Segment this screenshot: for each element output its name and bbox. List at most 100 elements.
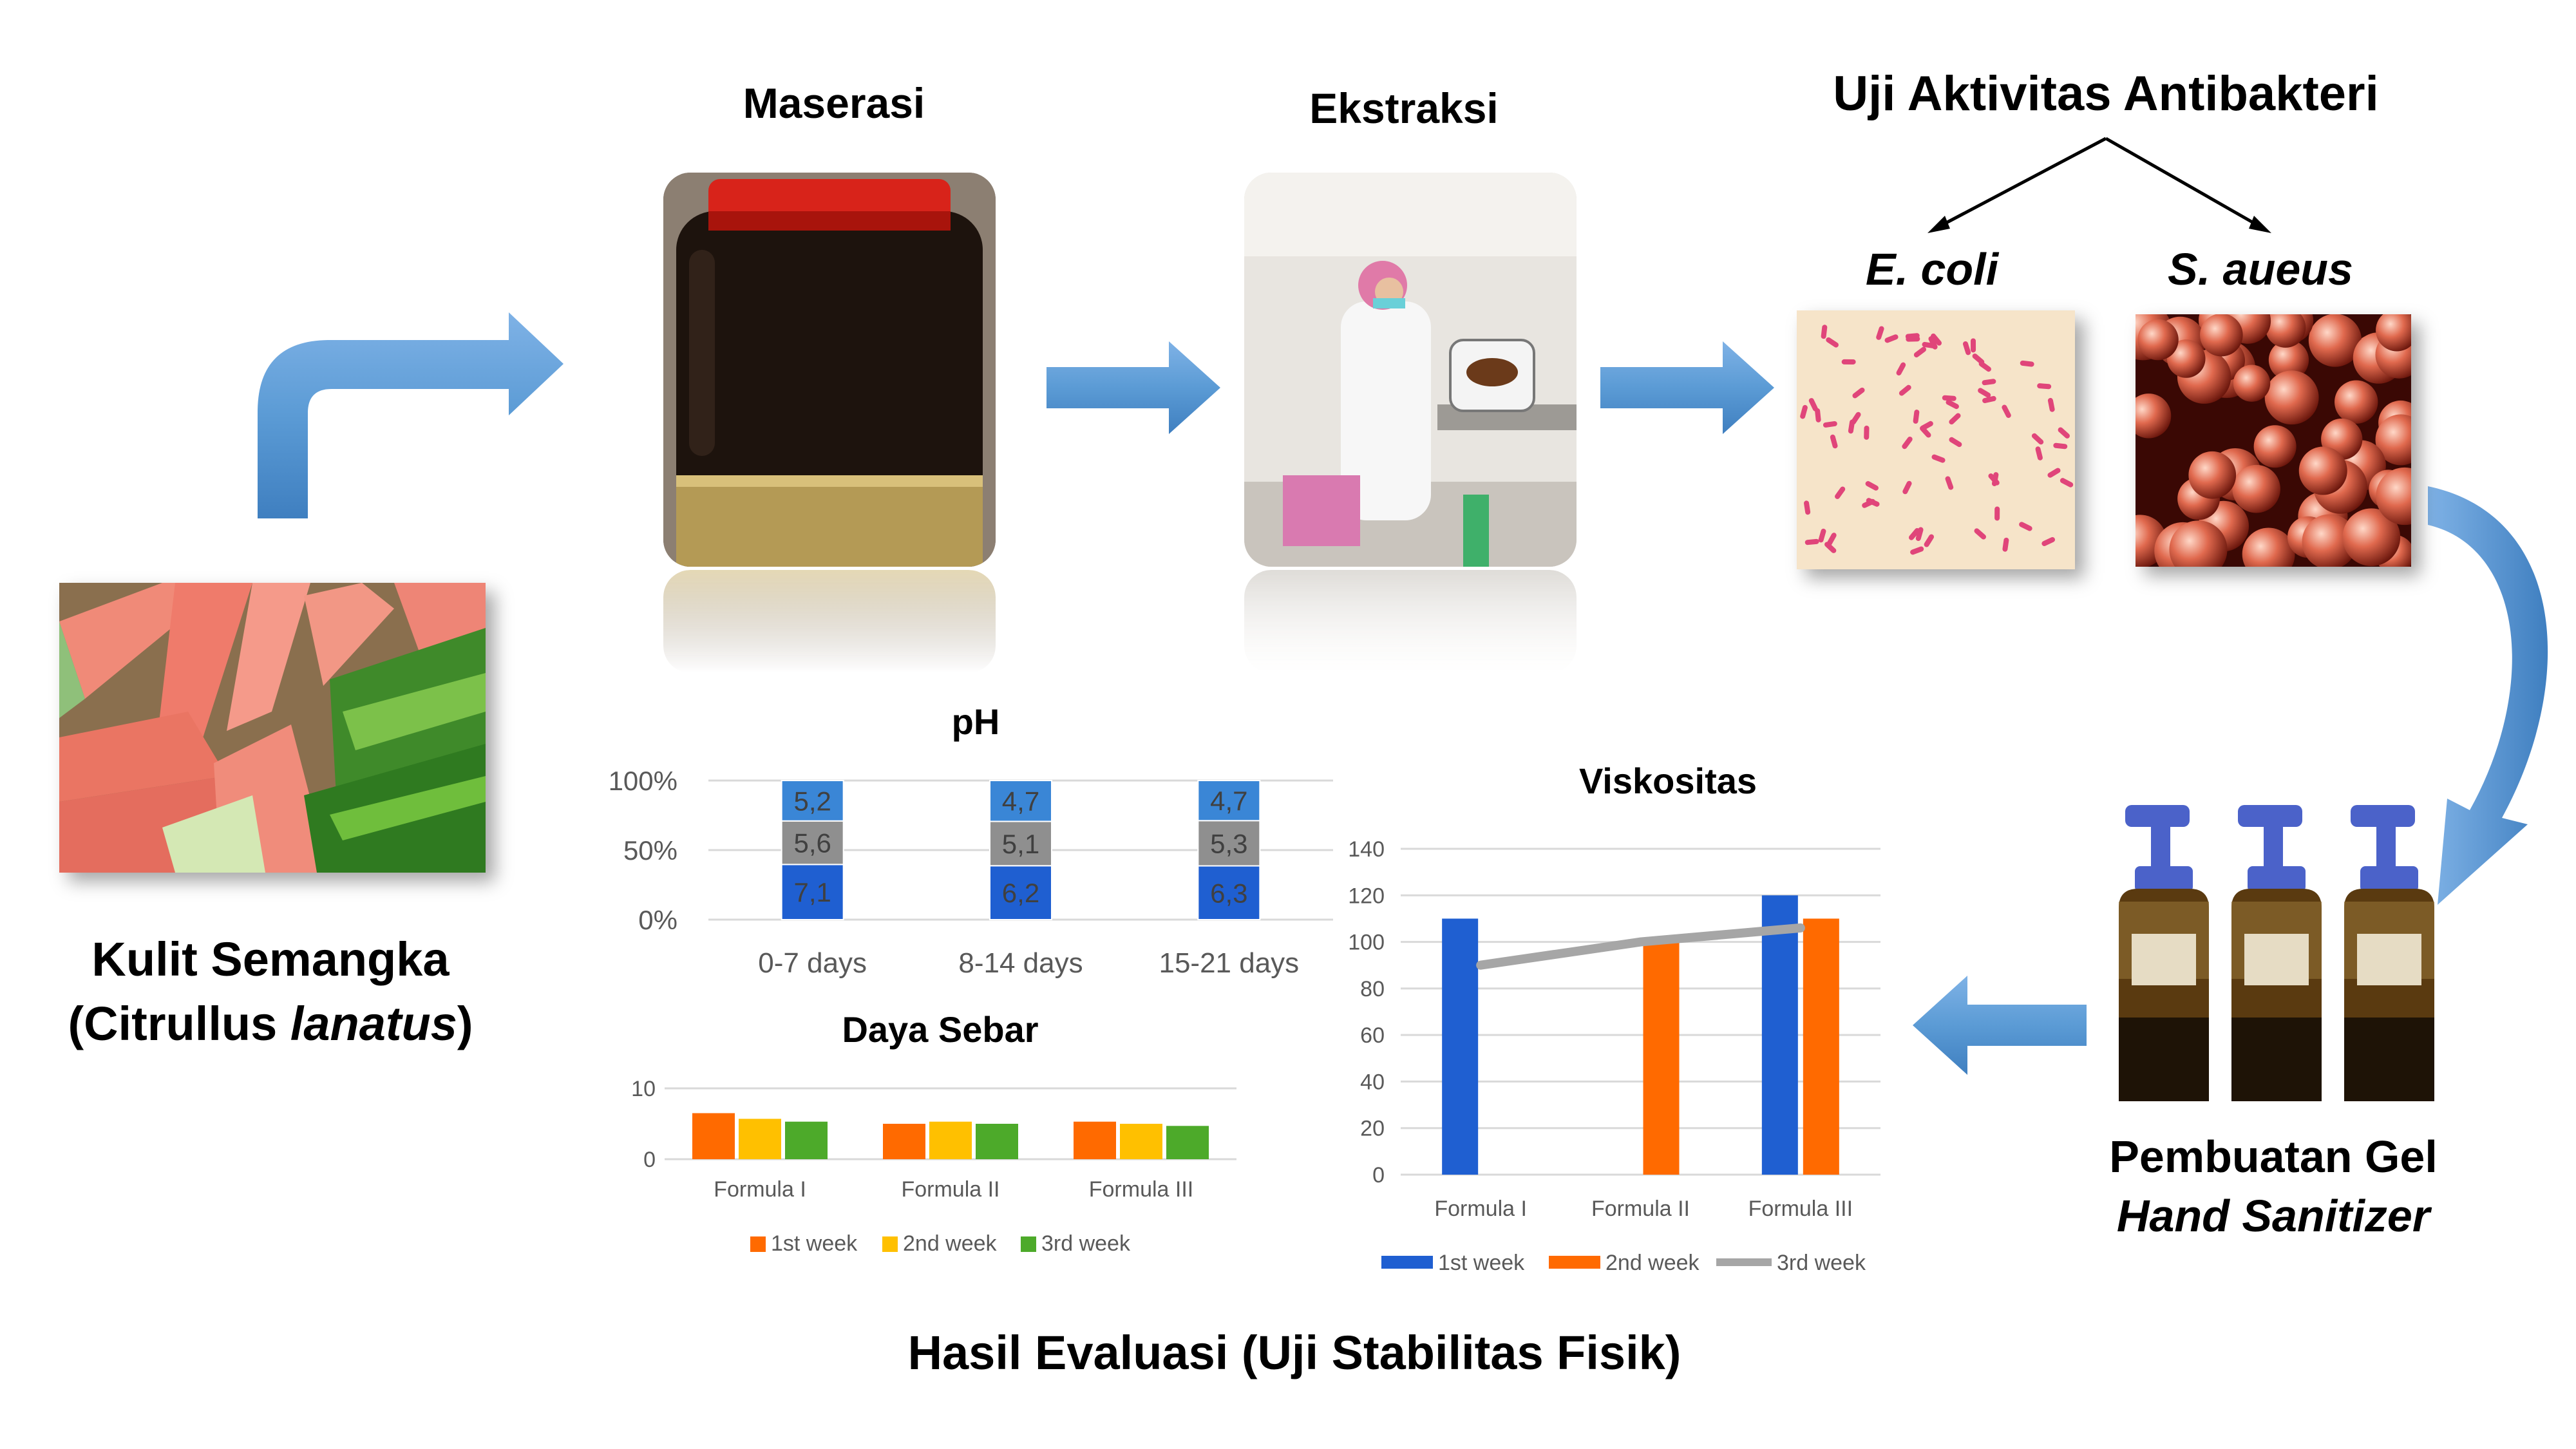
ph-data-label: 5,2 xyxy=(793,786,831,816)
ecoli-cell xyxy=(1949,413,1961,425)
ecoli-cell xyxy=(1946,399,1959,410)
ecoli-cell xyxy=(1920,426,1931,438)
viskositas-ytick-label: 100 xyxy=(1348,931,1385,955)
ecoli-cell xyxy=(1902,480,1912,495)
hasil-evaluasi-title: Hasil Evaluasi (Uji Stabilitas Fisik) xyxy=(907,1326,1681,1379)
ecoli-cell xyxy=(1978,361,1991,372)
daya-sebar-legend-swatch xyxy=(882,1236,898,1252)
gel-line1: Pembuatan Gel xyxy=(2109,1132,2438,1182)
ecoli-cell xyxy=(1902,436,1913,450)
ecoli-cell xyxy=(1928,336,1938,350)
ecoli-cell xyxy=(1942,395,1956,401)
viskositas-chart: Viskositas 0 20 40 60 80 100 120 140 Formula I For… xyxy=(1348,761,1880,1275)
ecoli-cell xyxy=(1826,337,1839,348)
ph-category-label: 0-7 days xyxy=(758,947,867,979)
ecoli-cell xyxy=(2002,537,2009,552)
saureus-coccus xyxy=(2302,514,2358,567)
daya-sebar-bar xyxy=(883,1124,925,1159)
ecoli-cell xyxy=(1864,425,1870,440)
ekstraksi-lab-photo xyxy=(1244,173,1577,567)
viskositas-line xyxy=(1476,923,1805,970)
ph-bar xyxy=(781,820,844,866)
daya-sebar-bar xyxy=(929,1121,972,1159)
ecoli-cell xyxy=(2047,468,2061,478)
ecoli-cell xyxy=(2041,537,2056,546)
daya-sebar-bar xyxy=(1166,1126,1209,1159)
saureus-coccus xyxy=(2375,414,2411,466)
ecoli-cell xyxy=(1808,398,1818,412)
kulit-latin-open: (Citrullus xyxy=(68,997,290,1050)
daya-sebar-bar xyxy=(976,1124,1018,1159)
ecoli-cell xyxy=(2002,404,2011,418)
ecoli-cell xyxy=(1924,534,1935,547)
daya-sebar-category-label: Formula I xyxy=(714,1177,806,1202)
ecoli-cell xyxy=(1905,333,1920,339)
viskositas-ytick-label: 0 xyxy=(1372,1163,1385,1188)
daya-sebar-legend-label: 2nd week xyxy=(903,1231,998,1256)
ecoli-cell xyxy=(1804,500,1811,515)
daya-sebar-ytick-label: 0 xyxy=(643,1148,656,1172)
gel-label: Pembuatan Gel Hand Sanitizer xyxy=(2074,1127,2473,1245)
viskositas-ytick-label: 20 xyxy=(1360,1117,1385,1141)
ecoli-cell xyxy=(1852,387,1865,399)
ph-data-label: 5,6 xyxy=(793,828,831,858)
ecoli-cell xyxy=(1915,527,1924,541)
saureus-coccus xyxy=(2265,314,2306,348)
ecoli-cell xyxy=(2053,442,2068,450)
ecoli-cell xyxy=(1988,473,2000,486)
gel-line2: Hand Sanitizer xyxy=(2116,1191,2430,1241)
ecoli-cell xyxy=(1978,388,1991,398)
saureus-coccus xyxy=(2242,527,2295,567)
ecoli-micrograph xyxy=(1797,310,2075,569)
viskositas-ytick-label: 60 xyxy=(1360,1023,1385,1048)
uji-antibakteri-title: Uji Aktivitas Antibakteri xyxy=(1833,66,2379,121)
ecoli-cell xyxy=(1982,379,1996,386)
daya-sebar-legend-label: 1st week xyxy=(771,1231,858,1256)
daya-sebar-bar xyxy=(692,1113,735,1159)
ph-bar xyxy=(1197,865,1261,921)
ecoli-cell xyxy=(2037,383,2052,390)
ecoli-cell xyxy=(2058,427,2070,439)
viskositas-legend-label: 2nd week xyxy=(1605,1251,1700,1275)
ecoli-cell xyxy=(1913,346,1927,357)
saureus-coccus xyxy=(2376,467,2411,526)
ecoli-cell xyxy=(1850,412,1861,425)
ph-bar xyxy=(1197,780,1261,822)
ecoli-cell xyxy=(1931,454,1946,463)
right-arrow-icon xyxy=(1046,341,1220,434)
ph-data-label: 7,1 xyxy=(793,877,831,907)
ph-chart-title: pH xyxy=(952,701,1000,742)
ecoli-cell xyxy=(1821,325,1828,339)
saureus-coccus xyxy=(2136,393,2172,439)
right-arrow-icon xyxy=(1600,341,1774,434)
ph-data-label: 4,7 xyxy=(1210,786,1247,816)
ecoli-cell xyxy=(1865,481,1879,491)
ph-ytick-label: 0% xyxy=(638,905,677,935)
daya-sebar-ytick-label: 10 xyxy=(631,1077,656,1101)
daya-sebar-category-label: Formula III xyxy=(1089,1177,1193,1202)
ph-category-label: 15-21 days xyxy=(1159,947,1299,979)
ecoli-cell xyxy=(1862,498,1875,508)
ecoli-cell xyxy=(2019,522,2032,531)
viskositas-ytick-label: 40 xyxy=(1360,1070,1385,1094)
viskositas-legend-label: 3rd week xyxy=(1777,1251,1866,1275)
ecoli-cell xyxy=(1800,404,1808,419)
ph-bar xyxy=(989,865,1052,921)
saureus-coccus xyxy=(2233,365,2271,402)
ph-ytick-label: 100% xyxy=(609,766,677,796)
hand-sanitizer-bottles-photo xyxy=(2106,805,2447,1101)
viskositas-bar xyxy=(1761,895,1798,1175)
ph-data-label: 4,7 xyxy=(1002,786,1039,817)
ecoli-cell xyxy=(1994,506,2000,521)
daya-sebar-category-label: Formula II xyxy=(901,1177,999,1202)
ph-data-label: 5,1 xyxy=(1002,829,1039,859)
saureus-coccus xyxy=(2376,314,2411,352)
watermelon-rind-photo xyxy=(59,583,486,873)
saureus-coccus xyxy=(2188,451,2237,499)
saureus-coccus xyxy=(2308,314,2362,367)
ph-data-label: 6,3 xyxy=(1210,878,1247,908)
split-arrow-icon xyxy=(1934,137,2265,231)
daya-sebar-legend-label: 3rd week xyxy=(1041,1231,1131,1256)
ecoli-cell xyxy=(1884,334,1899,343)
